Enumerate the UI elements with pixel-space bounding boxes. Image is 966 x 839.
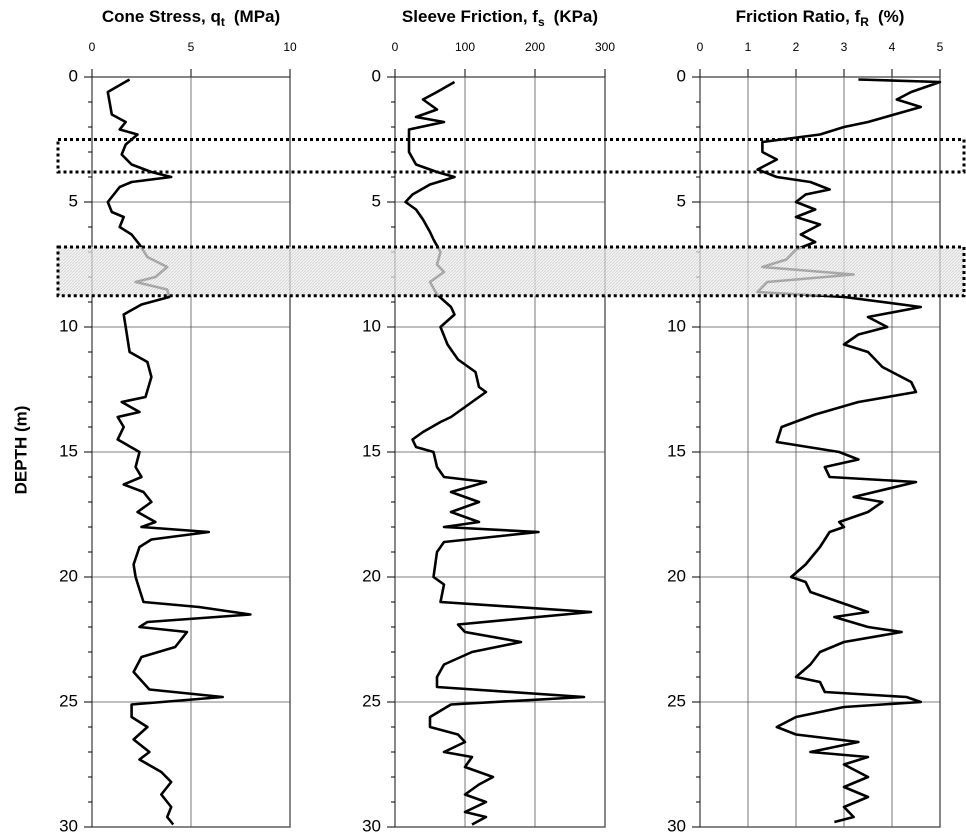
chart-title: Cone Stress, qt (MPa)	[102, 7, 280, 29]
y-tick-label: 20	[59, 566, 78, 585]
profile-line	[404, 80, 593, 826]
title-text: Cone Stress, q	[102, 7, 221, 26]
x-tick-label: 0	[392, 40, 399, 54]
x-tick-label: 0	[697, 40, 704, 54]
y-tick-label: 0	[69, 66, 78, 85]
x-tick-label: 10	[283, 40, 297, 54]
x-tick-label: 0	[89, 40, 96, 54]
x-tick-label: 5	[188, 40, 195, 54]
y-tick-label: 20	[362, 566, 381, 585]
y-tick-label: 5	[372, 191, 381, 210]
x-tick-label: 100	[455, 40, 475, 54]
y-tick-label: 5	[69, 191, 78, 210]
y-tick-label: 25	[59, 691, 78, 710]
highlight-band	[56, 245, 966, 298]
x-tick-label: 1	[745, 40, 752, 54]
y-tick-label: 0	[372, 66, 381, 85]
y-tick-label: 10	[667, 316, 686, 335]
title-subscript: t	[221, 15, 225, 29]
title-text: Friction Ratio, f	[736, 7, 861, 26]
x-tick-label: 3	[841, 40, 848, 54]
y-tick-label: 0	[677, 66, 686, 85]
highlight-band	[56, 138, 966, 174]
x-tick-label: 4	[889, 40, 896, 54]
y-tick-label: 30	[362, 816, 381, 835]
y-tick-label: 25	[667, 691, 686, 710]
title-subscript: s	[538, 15, 545, 29]
title-unit: (MPa)	[234, 7, 280, 26]
y-tick-label: 15	[59, 441, 78, 460]
y-tick-label: 15	[362, 441, 381, 460]
chart-title: Sleeve Friction, fs (KPa)	[402, 7, 598, 29]
y-tick-label: 10	[362, 316, 381, 335]
title-unit: (%)	[878, 7, 904, 26]
x-tick-label: 300	[595, 40, 615, 54]
profile-line	[106, 78, 252, 826]
x-tick-label: 5	[937, 40, 944, 54]
y-tick-label: 25	[362, 691, 381, 710]
y-tick-label: 30	[59, 816, 78, 835]
y-tick-label: 10	[59, 316, 78, 335]
x-tick-label: 200	[525, 40, 545, 54]
chart-title: Friction Ratio, fR (%)	[736, 7, 905, 29]
y-tick-label: 5	[677, 191, 686, 210]
title-text: Sleeve Friction, f	[402, 7, 538, 26]
y-tick-label: 15	[667, 441, 686, 460]
profile-line	[756, 78, 942, 824]
y-tick-label: 30	[667, 816, 686, 835]
title-subscript: R	[860, 15, 869, 29]
y-axis-label: DEPTH (m)	[11, 406, 30, 495]
title-unit: (KPa)	[554, 7, 598, 26]
y-tick-label: 20	[667, 566, 686, 585]
x-tick-label: 2	[793, 40, 800, 54]
